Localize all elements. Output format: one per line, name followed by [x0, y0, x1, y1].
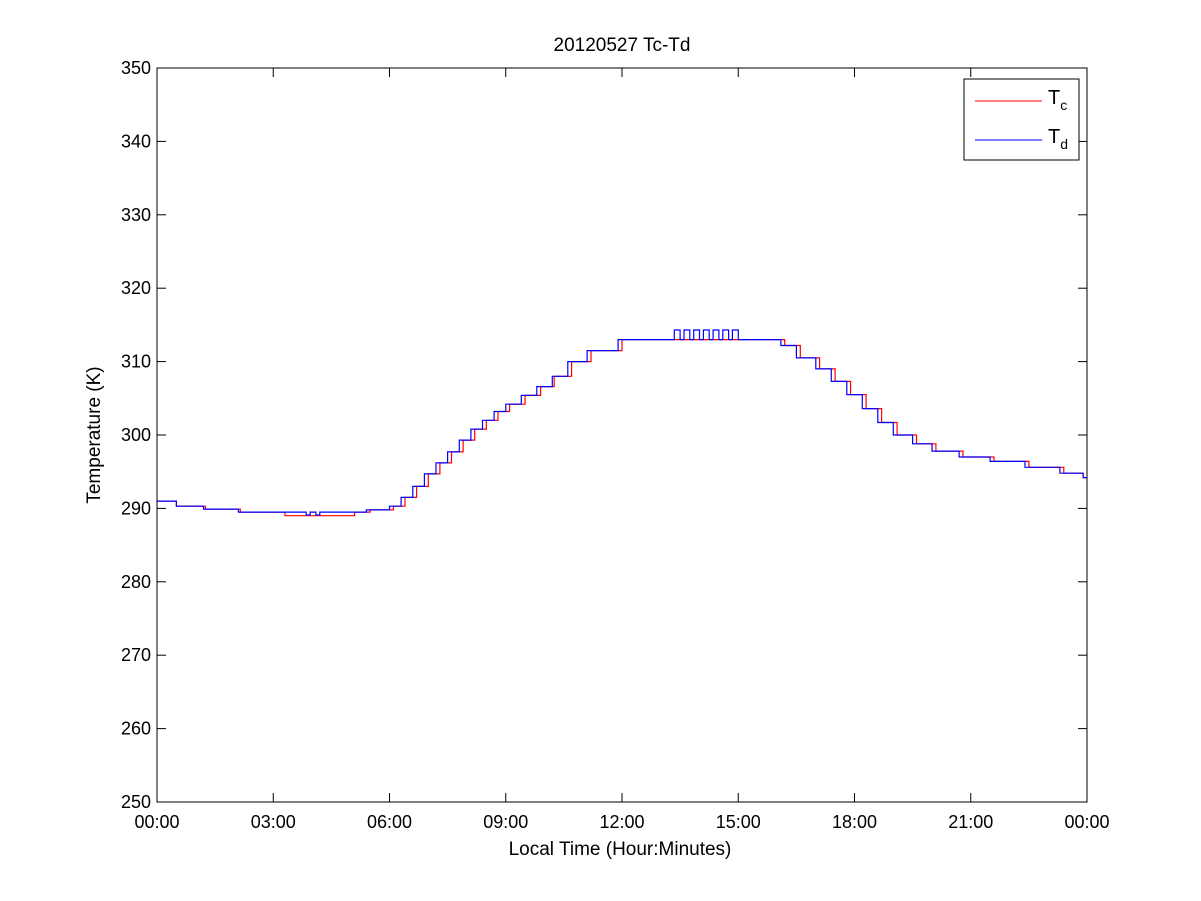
y-tick-label: 300: [121, 425, 151, 445]
y-tick-label: 280: [121, 572, 151, 592]
x-axis-title: Local Time (Hour:Minutes): [509, 839, 732, 860]
y-tick-label: 320: [121, 278, 151, 298]
x-tick-label: 00:00: [1064, 812, 1109, 832]
legend-label-td: Td: [1048, 126, 1068, 152]
series-line-td: [157, 329, 1087, 516]
legend: Tc Td: [963, 78, 1080, 161]
legend-box: [963, 78, 1080, 161]
x-tick-label: 18:00: [832, 812, 877, 832]
x-tick-label: 06:00: [367, 812, 412, 832]
y-tick-label: 340: [121, 131, 151, 151]
x-tick-label: 21:00: [948, 812, 993, 832]
series-layer: [157, 329, 1087, 517]
legend-label-tc: Tc: [1048, 87, 1067, 113]
x-axis: 00:00 03:00 06:00 09:00 12:00 15:00 18:00 21:00…: [134, 68, 1110, 832]
x-tick-label: 12:00: [599, 812, 644, 832]
legend-label-tc-base: T: [1048, 87, 1060, 109]
x-tick-label: 15:00: [716, 812, 761, 832]
y-tick-label: 330: [121, 205, 151, 225]
y-tick-label: 350: [121, 58, 151, 78]
y-axis-title: Temperature (K): [84, 366, 105, 503]
legend-label-td-sub: d: [1060, 136, 1068, 152]
series-line-tc: [157, 339, 1087, 517]
y-axis: 250 260 270 280 290 300 310 320 330 340 350: [121, 58, 1087, 812]
x-tick-label: 09:00: [483, 812, 528, 832]
y-tick-label: 310: [121, 352, 151, 372]
legend-label-td-base: T: [1048, 126, 1060, 148]
y-tick-label: 270: [121, 645, 151, 665]
legend-label-tc-sub: c: [1060, 97, 1067, 113]
chart-title: 20120527 Tc-Td: [554, 35, 691, 56]
x-tick-label: 03:00: [251, 812, 296, 832]
y-tick-label: 290: [121, 498, 151, 518]
y-tick-label: 260: [121, 719, 151, 739]
plot-area: [156, 67, 1088, 803]
y-tick-label: 250: [121, 792, 151, 812]
x-tick-label: 00:00: [134, 812, 179, 832]
